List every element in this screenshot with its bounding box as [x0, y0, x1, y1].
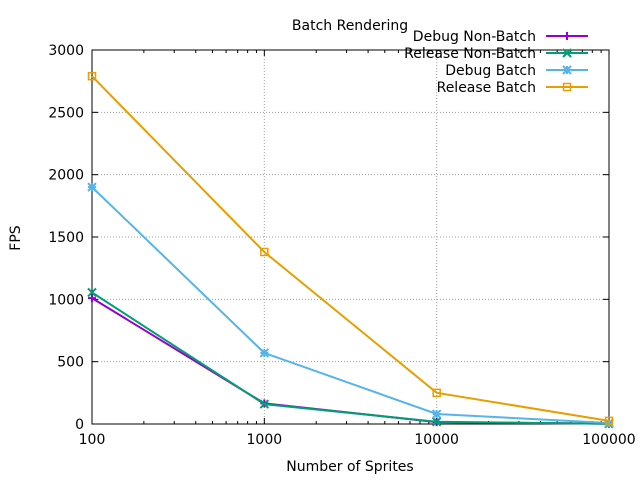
x-tick-label: 10000 [414, 432, 459, 448]
series-line [91, 186, 610, 424]
star-marker [87, 182, 97, 192]
y-tick-label: 2000 [48, 168, 84, 184]
y-tick-label: 3000 [48, 43, 84, 59]
square-marker [562, 82, 572, 92]
plus-marker [563, 32, 571, 40]
legend-label: Debug Non-Batch [413, 29, 536, 45]
series-line [91, 297, 610, 425]
star-marker [431, 409, 442, 419]
cross-marker [431, 417, 442, 427]
cross-marker [562, 48, 572, 58]
series-line [91, 291, 610, 425]
series-debug-batch [87, 182, 614, 428]
x-tick-label: 100000 [582, 432, 635, 448]
y-tick-label: 0 [75, 417, 84, 433]
cross-marker [259, 399, 270, 409]
legend-item-release-batch: Release Batch [437, 80, 588, 96]
square-marker [87, 71, 97, 81]
chart-title: Batch Rendering [292, 18, 408, 34]
square-marker [604, 416, 614, 426]
grid-lines [92, 50, 609, 424]
legend-label: Debug Batch [445, 63, 536, 79]
plot-frame [91, 49, 610, 425]
star-marker [562, 65, 572, 75]
star-marker [259, 348, 270, 358]
square-marker [260, 247, 269, 257]
series-release-batch [87, 71, 614, 426]
y-tick-label: 500 [57, 355, 84, 371]
legend-item-debug-batch: Debug Batch [445, 63, 588, 79]
x-tick-label: 1000 [247, 432, 283, 448]
x-axis-label: Number of Sprites [286, 459, 413, 475]
y-tick-label: 1500 [48, 230, 84, 246]
legend-item-release-non-batch: Release Non-Batch [404, 46, 588, 62]
square-marker [432, 388, 441, 398]
y-axis-label: FPS [8, 225, 24, 250]
series-group [87, 71, 614, 429]
legend-label: Release Batch [437, 80, 536, 96]
y-tick-label: 1000 [48, 292, 84, 308]
star-marker [604, 418, 614, 428]
plus-marker [88, 294, 96, 303]
x-tick-label: 100 [79, 432, 106, 448]
series-line [91, 75, 610, 422]
series-release-non-batch [87, 287, 614, 429]
legend-label: Release Non-Batch [404, 46, 536, 62]
cross-marker [87, 287, 97, 298]
y-tick-label: 2500 [48, 105, 84, 121]
legend-item-debug-non-batch: Debug Non-Batch [413, 29, 588, 45]
axes: 0 500 1000 1500 2000 2500 3000 100 1000 10000 1000… [48, 43, 635, 448]
